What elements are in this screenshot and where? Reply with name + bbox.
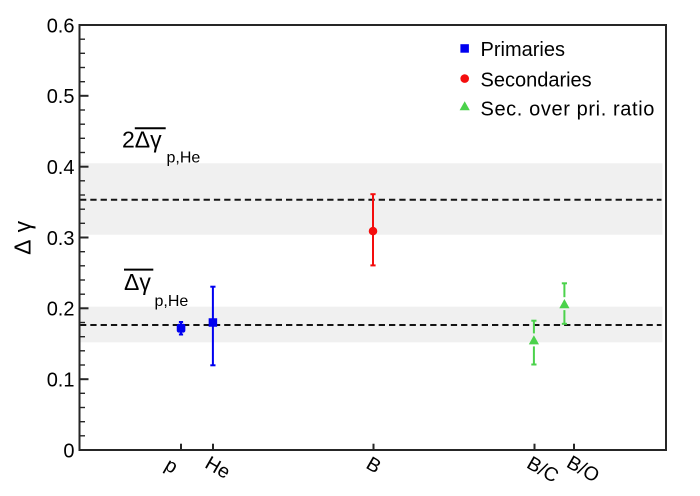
svg-text:p,He: p,He [167,150,201,167]
svg-text:0.4: 0.4 [47,157,75,179]
svg-text:2Δγ: 2Δγ [122,127,162,153]
svg-text:0: 0 [63,440,74,462]
svg-text:Δγ: Δγ [124,269,151,295]
svg-text:0.6: 0.6 [47,15,75,37]
svg-text:0.3: 0.3 [47,228,75,250]
svg-text:0.2: 0.2 [47,299,75,321]
svg-text:0.1: 0.1 [47,370,75,392]
svg-text:0.5: 0.5 [47,86,75,108]
svg-text:Δ γ: Δ γ [10,220,36,255]
svg-text:Secondaries: Secondaries [481,69,592,91]
svg-text:p,He: p,He [155,293,189,310]
svg-text:Sec. over pri. ratio: Sec. over pri. ratio [481,99,656,121]
svg-text:Primaries: Primaries [481,39,565,61]
